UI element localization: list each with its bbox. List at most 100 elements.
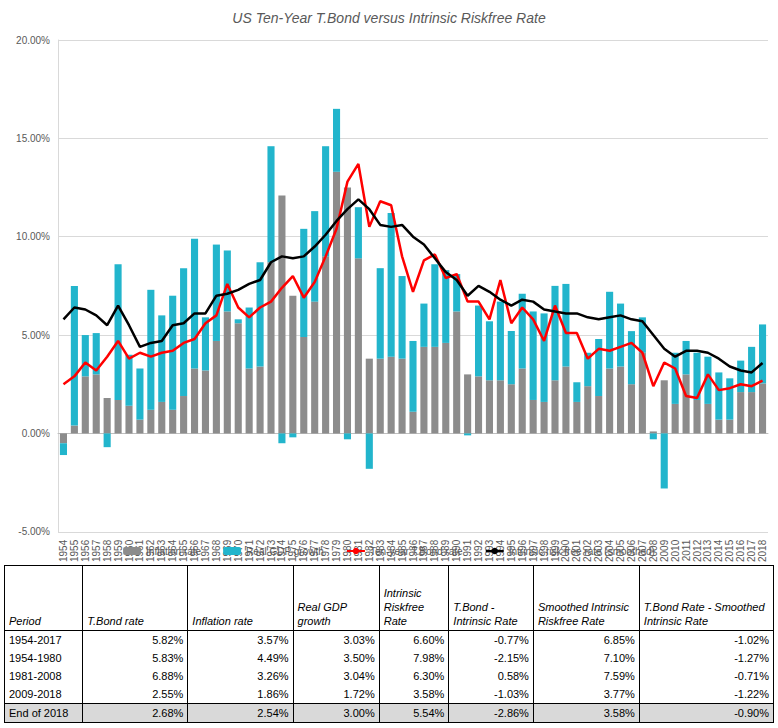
html-text:3.04%: 3.04% — [343, 670, 375, 682]
svg-text:1973: 1973 — [265, 539, 277, 562]
svg-text:1983: 1983 — [374, 539, 386, 562]
svg-text:1997: 1997 — [527, 539, 539, 562]
svg-text:1979: 1979 — [331, 539, 342, 562]
html-text:-1.02%: -1.02% — [734, 634, 769, 646]
svg-text:2003: 2003 — [593, 539, 605, 562]
svg-text:1995: 1995 — [505, 539, 517, 562]
svg-text:US Ten-Year T.Bond versus Intr: US Ten-Year T.Bond versus Intrinsic Risk… — [232, 10, 546, 26]
svg-text:2007: 2007 — [636, 539, 648, 562]
svg-text:1975: 1975 — [287, 539, 299, 562]
svg-text:Ten-year T.Bond rate: Ten-year T.Bond rate — [370, 546, 463, 557]
svg-text:2002: 2002 — [582, 539, 594, 562]
svg-text:2000: 2000 — [560, 539, 572, 562]
svg-text:1981: 1981 — [352, 539, 364, 562]
svg-text:1955: 1955 — [69, 539, 80, 562]
html-text:7.98%: 7.98% — [413, 652, 445, 664]
svg-text:2001: 2001 — [571, 539, 583, 562]
svg-text:Intrinsic risk free rate (smoo: Intrinsic risk free rate (smoothed) — [509, 546, 655, 557]
svg-text:2010: 2010 — [670, 539, 681, 562]
html-text:3.57%: 3.57% — [257, 634, 289, 646]
svg-text:1965: 1965 — [178, 539, 190, 562]
svg-text:2018: 2018 — [757, 539, 768, 562]
html-text:7.10%: 7.10% — [603, 652, 635, 664]
svg-text:1970: 1970 — [232, 539, 244, 562]
svg-text:2011: 2011 — [681, 539, 692, 561]
svg-text:1982: 1982 — [363, 539, 375, 562]
html-text:6.88%: 6.88% — [152, 670, 184, 682]
svg-text:1990: 1990 — [451, 539, 463, 562]
html-text:T.Bond Rate - Smoothed Intrins: T.Bond Rate - Smoothed Intrinsic Rate — [643, 601, 765, 627]
html-text:6.60%: 6.60% — [413, 634, 445, 646]
svg-text:2008: 2008 — [647, 539, 659, 562]
svg-text:1991: 1991 — [462, 539, 473, 562]
html-text:3.26%: 3.26% — [257, 670, 289, 682]
svg-text:1958: 1958 — [102, 539, 113, 562]
html-text:T.Bond rate: T.Bond rate — [87, 615, 144, 627]
svg-text:20.00%: 20.00% — [16, 35, 50, 46]
html-text:1954-2017: 1954-2017 — [9, 634, 62, 646]
svg-text:1976: 1976 — [298, 539, 310, 562]
svg-text:15.00%: 15.00% — [16, 133, 50, 144]
svg-text:5.00%: 5.00% — [22, 330, 50, 341]
svg-text:1974: 1974 — [276, 539, 288, 562]
svg-text:1959: 1959 — [113, 539, 124, 562]
svg-text:1963: 1963 — [156, 539, 168, 562]
html-text:5.82%: 5.82% — [152, 634, 184, 646]
svg-text:1985: 1985 — [396, 539, 408, 562]
svg-text:1967: 1967 — [200, 539, 211, 562]
svg-text:1957: 1957 — [91, 539, 102, 562]
svg-text:1971: 1971 — [243, 539, 255, 562]
html-text:6.85%: 6.85% — [603, 634, 635, 646]
svg-text:1978: 1978 — [320, 539, 332, 562]
svg-text:2004: 2004 — [604, 539, 616, 562]
svg-text:1962: 1962 — [145, 539, 157, 562]
html-text:T.Bond - Intrinsic Rate: T.Bond - Intrinsic Rate — [453, 601, 518, 627]
html-text:1954-1980: 1954-1980 — [9, 652, 62, 664]
svg-text:2014: 2014 — [713, 539, 724, 562]
html-text:5.83%: 5.83% — [152, 652, 184, 664]
html-text:-2.15%: -2.15% — [494, 652, 529, 664]
svg-text:2013: 2013 — [702, 539, 713, 562]
svg-text:Inflation rate: Inflation rate — [146, 546, 201, 557]
html-text:-0.77%: -0.77% — [494, 634, 529, 646]
svg-text:2017: 2017 — [746, 539, 757, 562]
svg-text:1999: 1999 — [549, 539, 561, 562]
svg-text:1996: 1996 — [516, 539, 528, 562]
svg-text:2012: 2012 — [692, 539, 703, 562]
svg-text:1989: 1989 — [440, 539, 452, 562]
html-text:3.50%: 3.50% — [343, 652, 375, 664]
svg-text:0.00%: 0.00% — [22, 428, 50, 439]
svg-text:1988: 1988 — [429, 539, 441, 562]
html-text:-1.27%: -1.27% — [734, 652, 769, 664]
svg-text:Real GDP growth: Real GDP growth — [246, 546, 324, 557]
html-text:Inflation rate: Inflation rate — [192, 615, 253, 627]
svg-text:2016: 2016 — [735, 539, 746, 562]
html-text:Smoothed Intrinsic Riskfree Ra: Smoothed Intrinsic Riskfree Rate — [537, 601, 629, 627]
svg-text:1964: 1964 — [167, 539, 179, 562]
svg-text:1968: 1968 — [211, 539, 222, 562]
html-text:3.03%: 3.03% — [343, 634, 375, 646]
svg-text:1969: 1969 — [221, 539, 233, 562]
svg-text:1992: 1992 — [473, 539, 484, 562]
svg-text:2009: 2009 — [659, 539, 670, 562]
html-text:1981-2008: 1981-2008 — [9, 670, 62, 682]
svg-text:1998: 1998 — [538, 539, 550, 562]
svg-text:2015: 2015 — [724, 539, 735, 562]
svg-text:1960: 1960 — [123, 539, 135, 562]
svg-text:1972: 1972 — [254, 539, 266, 562]
svg-text:1987: 1987 — [418, 539, 430, 562]
html-text:Intrinsic Riskfree Rate: Intrinsic Riskfree Rate — [383, 587, 424, 627]
svg-text:1986: 1986 — [407, 539, 419, 562]
html-text:Real GDP growth: Real GDP growth — [297, 601, 348, 627]
svg-text:1994: 1994 — [494, 539, 506, 562]
svg-text:1956: 1956 — [80, 539, 91, 562]
svg-text:10.00%: 10.00% — [16, 231, 50, 242]
html-text:Period: Period — [9, 615, 41, 627]
svg-text:1954: 1954 — [58, 539, 69, 562]
svg-text:-5.00%: -5.00% — [18, 526, 50, 537]
svg-text:1961: 1961 — [134, 539, 146, 562]
html-text:6.30%: 6.30% — [413, 670, 445, 682]
svg-text:1977: 1977 — [309, 539, 321, 562]
html-text:4.49%: 4.49% — [257, 652, 289, 664]
svg-text:1984: 1984 — [385, 539, 397, 562]
